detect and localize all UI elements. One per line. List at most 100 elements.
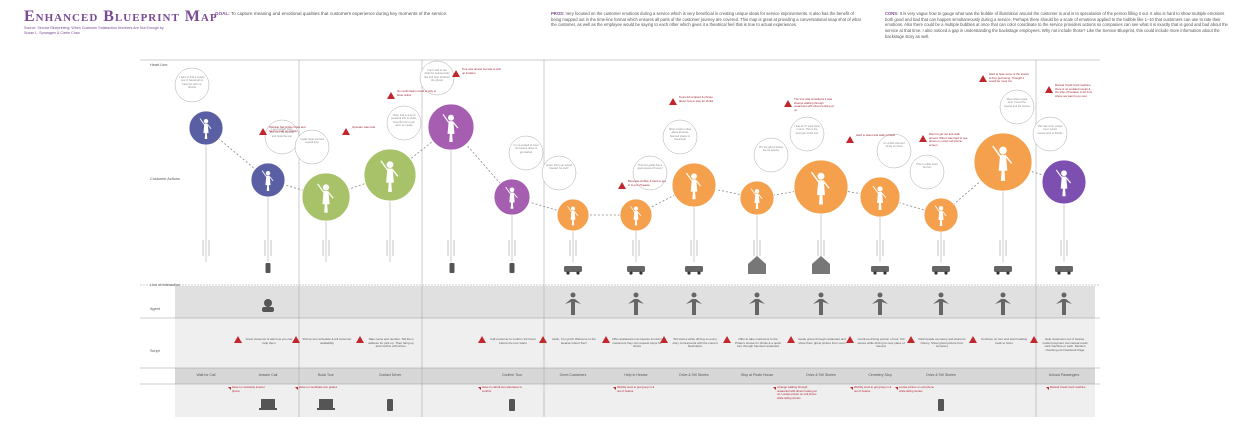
person-head (633, 206, 639, 211)
person-arm (695, 180, 702, 187)
person-head (386, 161, 394, 168)
pain-point-note: Operator was rude (352, 125, 376, 129)
person-arm (317, 183, 325, 193)
note-marker-icon (895, 387, 898, 390)
script-text: Park beside cemetery and share its histo… (918, 337, 966, 349)
script-text: Guide group through restaurant and show … (798, 337, 846, 345)
person-body (509, 192, 515, 209)
backstage-note: Arrange walking through restaurant with … (777, 385, 817, 400)
wheel-icon (944, 271, 948, 275)
script-text: Offer assistance into Hearse & inform cu… (612, 337, 662, 349)
process-step: Book Tour (318, 373, 334, 377)
driver-agent-head-icon (1061, 292, 1067, 298)
process-step: Cemetery Stop (868, 373, 892, 377)
pain-point-note: Hard to stand and walk in heels (856, 133, 896, 137)
driver-agent-icon (686, 299, 702, 315)
driver-agent-head-icon (633, 292, 639, 298)
person-body (447, 121, 455, 142)
pirate-house-icon (748, 256, 766, 274)
warning-icon (919, 135, 927, 142)
pros-body: Very focused on the customer emotions du… (551, 11, 861, 28)
wheel-icon (934, 271, 938, 275)
person-arm (750, 188, 756, 195)
warning-icon (259, 128, 267, 135)
backstage-note: Wobbly stool to get group in & out of he… (854, 385, 892, 393)
wheel-icon (639, 271, 643, 275)
person-arm (269, 176, 274, 182)
person-arm (992, 145, 1001, 157)
process-step: Greet Customers (559, 373, 587, 377)
person-body (1060, 176, 1068, 197)
wheel-icon (687, 271, 691, 275)
warning-icon (784, 100, 792, 107)
thought-bubble (632, 155, 668, 191)
pain-point-note: Website has broken links and hard to rea… (269, 125, 306, 133)
script-warning-icon (292, 336, 300, 343)
wheel-icon (883, 271, 887, 275)
goal-body: To capture meaning and emotional qualiti… (231, 11, 448, 16)
thought-bubble (1032, 116, 1068, 152)
person-arm (574, 211, 579, 217)
person-arm (872, 185, 879, 194)
person-head (322, 184, 330, 191)
pain-point-note: Went to get out and walk around. Was it … (929, 132, 968, 147)
map-title: Enhanced Blueprint Map (24, 8, 218, 25)
pirate-house-icon (812, 256, 830, 274)
person-arm (685, 172, 693, 181)
wheel-icon (576, 271, 580, 275)
walkie-talkie-icon (509, 399, 515, 411)
bubble-quote: This was a fun unique tour I would recom… (1037, 125, 1063, 135)
mobile-phone-icon (449, 263, 455, 273)
person-body (938, 210, 944, 227)
person-head (203, 118, 209, 124)
backstage-note: Manual Credit Card machine (1050, 385, 1086, 389)
agent-body-icon (262, 307, 274, 312)
cons-label: CONS: (885, 11, 899, 16)
pain-point-note: Best was wobbly & hard to get in & out o… (628, 179, 666, 187)
driver-agent-head-icon (877, 292, 883, 298)
laptop-icon (319, 399, 333, 408)
script-text: Hello, I'm Lynch! Welcome to the Hearse … (552, 337, 596, 345)
wheel-icon (1006, 271, 1010, 275)
mobile-phone-icon (265, 263, 271, 273)
person-arm (392, 169, 399, 177)
process-step: Stop at Pirate House (740, 373, 774, 377)
driver-agent-icon (565, 299, 581, 315)
script-warning-icon (602, 336, 610, 343)
process-step: Drive & Tell Stories (679, 373, 709, 377)
row-label-script: Script (150, 349, 160, 353)
bubble-quote: Oh, the ghost stories are so spooky (759, 146, 783, 153)
script-text: Continue on tour and start heading back … (980, 337, 1028, 345)
person-arm (630, 205, 635, 213)
process-step: Contact Driver (378, 373, 402, 377)
script-text: Call customer to confirm 1/2 hours befor… (490, 337, 536, 345)
wheel-icon (566, 271, 570, 275)
hearse-car-icon (932, 266, 950, 272)
warning-icon (618, 182, 626, 189)
person-arm (452, 122, 459, 129)
thought-bubble (662, 119, 698, 155)
backstage-note: Locate picture on cell phone while telli… (899, 385, 934, 393)
process-step: Confirm Tour (502, 373, 522, 377)
hearse-car-icon (871, 266, 889, 272)
person-arm (758, 194, 763, 200)
note-marker-icon (228, 387, 231, 390)
bubble-quote: Gasp, this is an actual hearse! So cool! (546, 164, 572, 171)
thought-bubble (508, 135, 544, 171)
thought-bubble (999, 89, 1035, 125)
script-warning-icon (660, 336, 668, 343)
person-arm (942, 211, 947, 217)
person-head (265, 170, 271, 176)
person-body (386, 168, 394, 192)
person-arm (380, 160, 388, 171)
walkie-talkie-icon (938, 399, 944, 411)
driver-agent-icon (995, 299, 1011, 315)
row-label-customer-actions: Customer Actions (150, 177, 180, 181)
bubble-quote: Wow! I had no idea about all these haunt… (668, 128, 692, 141)
bubble-quote: This tour guide has a great sense of hum… (637, 164, 663, 171)
person-body (633, 211, 639, 226)
phase-during-tour: DURING TOUR (763, 50, 817, 57)
person-arm (823, 181, 830, 189)
pain-point-note: Tours felt scripted & phrase about how t… (679, 95, 714, 103)
thought-bubble (876, 133, 912, 169)
